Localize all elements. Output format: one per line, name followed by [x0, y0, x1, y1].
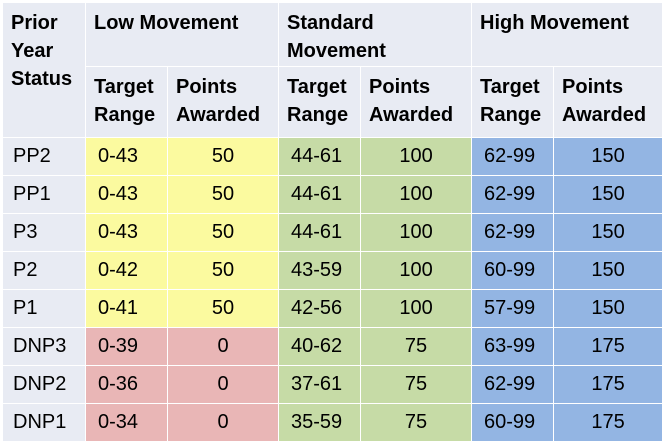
low-points-cell: 50 — [166, 175, 280, 214]
table-row: P3 0-43 50 44-61 100 62-99 150 — [2, 213, 664, 252]
standard-points-cell: 75 — [360, 327, 473, 366]
high-range-cell: 57-99 — [471, 289, 555, 328]
high-range-cell: 63-99 — [471, 327, 555, 366]
standard-points-cell: 100 — [360, 175, 473, 214]
high-points-awarded-header: Points Awarded — [553, 66, 664, 138]
low-points-cell: 0 — [166, 365, 280, 404]
high-target-range-header: Target Range — [471, 66, 555, 138]
standard-movement-title-line-2: Movement — [287, 40, 386, 62]
table-row: PP2 0-43 50 44-61 100 62-99 150 — [2, 137, 664, 176]
standard-points-awarded-header: Points Awarded — [360, 66, 473, 138]
standard-range-label: Range — [287, 104, 349, 126]
table-row: DNP1 0-34 0 35-59 75 60-99 175 — [2, 403, 664, 442]
standard-range-cell: 44-61 — [278, 213, 362, 252]
standard-points-label: Points — [369, 76, 431, 98]
standard-range-cell: 42-56 — [278, 289, 362, 328]
corner-header-line-1: Prior — [11, 12, 58, 34]
status-cell: DNP2 — [2, 365, 86, 404]
low-range-cell: 0-43 — [85, 137, 168, 176]
high-points-cell: 175 — [553, 327, 664, 366]
low-range-cell: 0-42 — [85, 251, 168, 290]
prior-year-status-header: Prior Year Status — [2, 2, 86, 138]
standard-target-range-header: Target Range — [278, 66, 362, 138]
low-points-cell: 50 — [166, 289, 280, 328]
low-range-cell: 0-39 — [85, 327, 168, 366]
status-cell: P3 — [2, 213, 86, 252]
high-points-label: Points — [562, 76, 624, 98]
standard-range-cell: 44-61 — [278, 137, 362, 176]
status-cell: P1 — [2, 289, 86, 328]
high-points-cell: 150 — [553, 137, 664, 176]
high-awarded-label: Awarded — [562, 104, 647, 126]
high-range-cell: 62-99 — [471, 175, 555, 214]
low-points-cell: 50 — [166, 251, 280, 290]
table-row: P1 0-41 50 42-56 100 57-99 150 — [2, 289, 664, 328]
status-cell: DNP1 — [2, 403, 86, 442]
low-range-cell: 0-41 — [85, 289, 168, 328]
standard-points-cell: 75 — [360, 403, 473, 442]
status-cell: PP1 — [2, 175, 86, 214]
high-points-cell: 150 — [553, 251, 664, 290]
status-cell: PP2 — [2, 137, 86, 176]
table-row: P2 0-42 50 43-59 100 60-99 150 — [2, 251, 664, 290]
high-range-cell: 60-99 — [471, 403, 555, 442]
standard-points-cell: 100 — [360, 137, 473, 176]
high-range-cell: 60-99 — [471, 251, 555, 290]
standard-points-cell: 100 — [360, 213, 473, 252]
standard-range-cell: 40-62 — [278, 327, 362, 366]
high-points-cell: 150 — [553, 175, 664, 214]
low-points-label: Points — [176, 76, 238, 98]
standard-points-cell: 100 — [360, 251, 473, 290]
standard-range-cell: 43-59 — [278, 251, 362, 290]
high-range-label: Range — [480, 104, 542, 126]
high-movement-title: High Movement — [480, 12, 629, 34]
status-cell: DNP3 — [2, 327, 86, 366]
low-range-label: Range — [94, 104, 156, 126]
low-points-awarded-header: Points Awarded — [166, 66, 280, 138]
standard-awarded-label: Awarded — [369, 104, 454, 126]
low-points-cell: 50 — [166, 137, 280, 176]
low-range-cell: 0-34 — [85, 403, 168, 442]
high-points-cell: 150 — [553, 213, 664, 252]
low-points-cell: 50 — [166, 213, 280, 252]
status-cell: P2 — [2, 251, 86, 290]
standard-movement-title-line-1: Standard — [287, 12, 374, 34]
low-target-range-header: Target Range — [85, 66, 168, 138]
standard-range-cell: 37-61 — [278, 365, 362, 404]
table-row: DNP3 0-39 0 40-62 75 63-99 175 — [2, 327, 664, 366]
low-movement-title: Low Movement — [94, 12, 239, 34]
low-range-cell: 0-36 — [85, 365, 168, 404]
low-range-cell: 0-43 — [85, 213, 168, 252]
table-row: PP1 0-43 50 44-61 100 62-99 150 — [2, 175, 664, 214]
high-points-cell: 150 — [553, 289, 664, 328]
standard-points-cell: 100 — [360, 289, 473, 328]
high-range-cell: 62-99 — [471, 213, 555, 252]
high-movement-header: High Movement — [471, 2, 664, 67]
low-movement-header: Low Movement — [84, 2, 280, 67]
table-row: DNP2 0-36 0 37-61 75 62-99 175 — [2, 365, 664, 404]
corner-header-line-2: Year — [11, 40, 54, 62]
standard-range-cell: 35-59 — [278, 403, 362, 442]
high-range-cell: 62-99 — [471, 365, 555, 404]
low-points-cell: 0 — [166, 327, 280, 366]
standard-range-cell: 44-61 — [278, 175, 362, 214]
low-range-cell: 0-43 — [85, 175, 168, 214]
low-points-cell: 0 — [166, 403, 280, 442]
corner-header-line-3: Status — [11, 68, 73, 90]
high-points-cell: 175 — [553, 403, 664, 442]
standard-target-label: Target — [287, 76, 347, 98]
standard-points-cell: 75 — [360, 365, 473, 404]
standard-movement-header: Standard Movement — [278, 2, 473, 67]
high-points-cell: 175 — [553, 365, 664, 404]
high-range-cell: 62-99 — [471, 137, 555, 176]
high-target-label: Target — [480, 76, 540, 98]
low-awarded-label: Awarded — [176, 104, 261, 126]
low-target-label: Target — [94, 76, 154, 98]
